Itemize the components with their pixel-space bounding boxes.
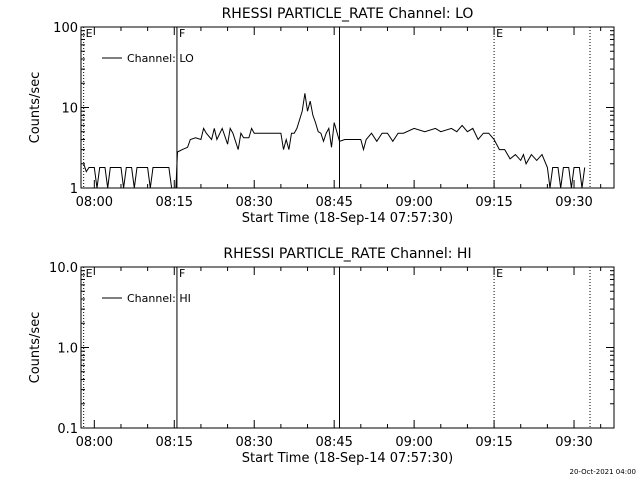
marker-label: F [179,267,185,280]
x-tick-label: 08:00 [76,195,113,210]
x-tick-label: 09:00 [395,195,432,210]
footer-timestamp: 20-Oct-2021 04:00 [570,468,636,476]
chart-title: RHESSI PARTICLE_RATE Channel: LO [222,6,474,22]
y-tick-label: 100 [53,21,78,36]
x-tick-label: 08:15 [156,195,193,210]
x-tick-label: 09:30 [555,435,592,450]
x-tick-label: 09:15 [475,435,512,450]
marker-label: E [496,27,503,40]
chart-panel-2: RHESSI PARTICLE_RATE Channel: HI 0.1 1.0 10… [28,246,615,466]
chart-panel-1: RHESSI PARTICLE_RATE Channel: LO 1 10 100 08… [28,6,615,226]
x-tick-label: 08:30 [235,195,272,210]
x-tick-label: 08:45 [315,195,352,210]
x-tick-label: 09:00 [395,435,432,450]
chart-title: RHESSI PARTICLE_RATE Channel: HI [223,246,471,262]
y-tick-label: 10.0 [49,261,78,276]
y-tick-label: 0.1 [57,422,78,437]
series-line [83,93,586,189]
legend-label: Channel: LO [127,52,194,65]
y-axis-label: Counts/sec [28,72,43,144]
y-axis-label: Counts/sec [28,312,43,384]
x-tick-label: 08:45 [315,435,352,450]
legend-label: Channel: HI [127,292,191,305]
marker-label: F [179,27,185,40]
x-axis-label: Start Time (18-Sep-14 07:57:30) [242,451,453,466]
x-tick-label: 09:30 [555,195,592,210]
marker-label: E [86,27,93,40]
x-tick-label: 09:15 [475,195,512,210]
x-axis-label: Start Time (18-Sep-14 07:57:30) [242,211,453,226]
x-tick-label: 08:00 [76,435,113,450]
y-tick-label: 1 [70,182,78,197]
x-tick-label: 08:15 [156,435,193,450]
marker-label: E [496,267,503,280]
marker-label: E [86,267,93,280]
y-tick-label: 10 [61,102,78,117]
y-tick-label: 1.0 [57,342,78,357]
x-tick-label: 08:30 [235,435,272,450]
